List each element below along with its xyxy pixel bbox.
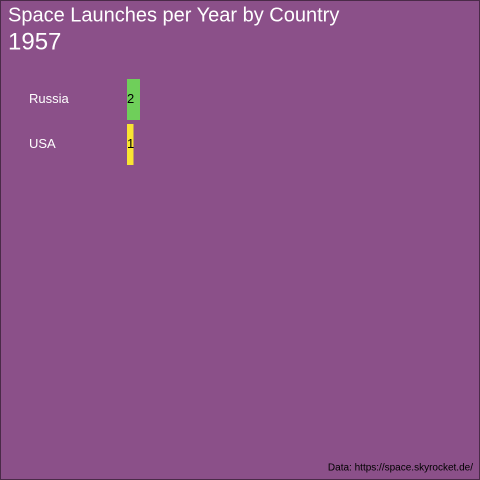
bar — [127, 79, 140, 120]
caption: Data: https://space.skyrocket.de/ — [328, 463, 473, 474]
bar — [127, 124, 134, 165]
category-label: Russia — [29, 91, 70, 106]
chart-subtitle: 1957 — [8, 28, 61, 55]
value-label: 1 — [127, 136, 134, 151]
value-label: 2 — [127, 91, 134, 106]
chart-title: Space Launches per Year by Country — [8, 4, 339, 26]
category-label: USA — [29, 136, 56, 151]
